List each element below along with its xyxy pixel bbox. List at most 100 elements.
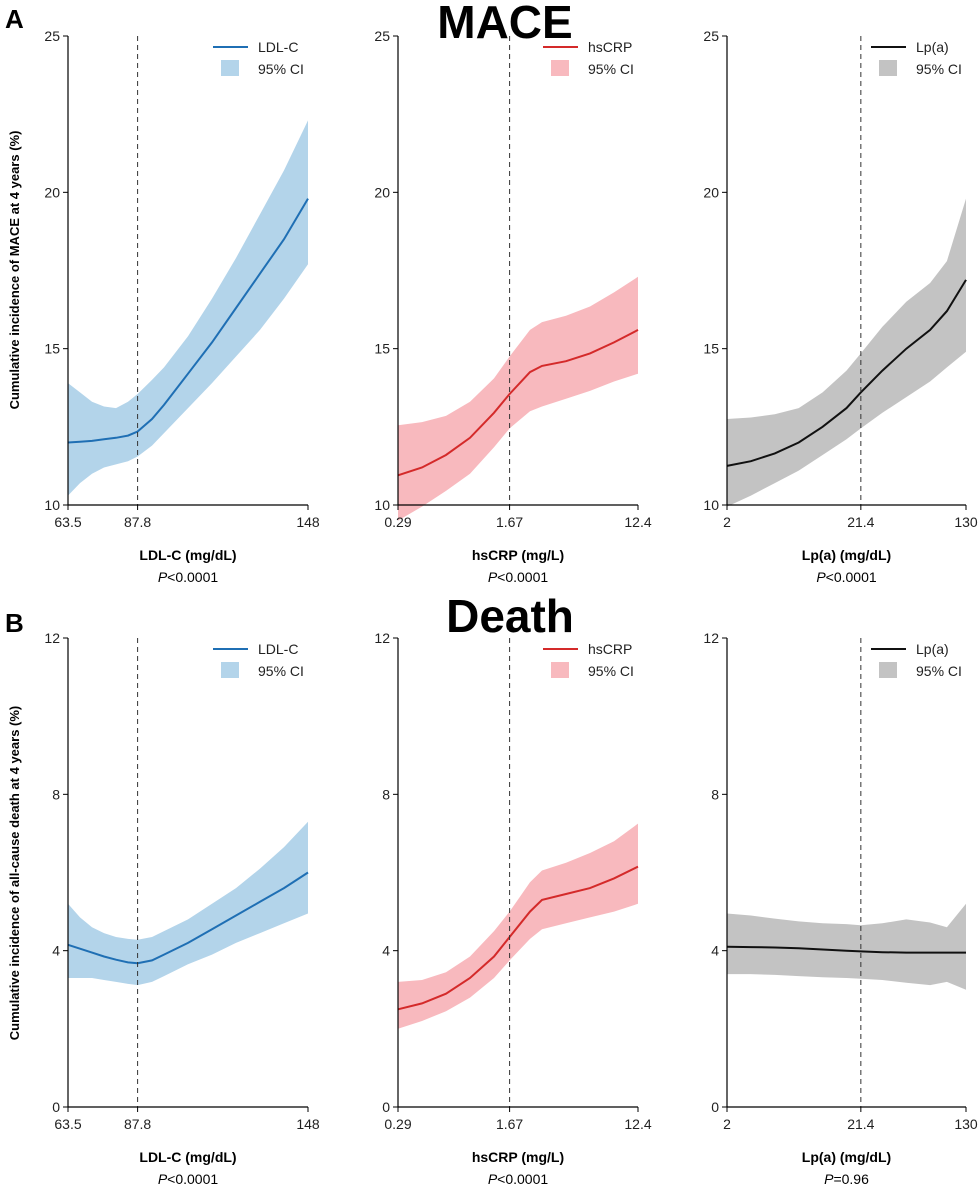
legend-ci-label-death-lpa: 95% CI: [916, 663, 962, 679]
y-tick-label: 25: [703, 28, 719, 44]
x-axis-label-death-lpa: Lp(a) (mg/dL): [802, 1149, 891, 1165]
y-tick-label: 15: [374, 341, 390, 357]
y-tick-label: 15: [44, 341, 60, 357]
x-axis-label-death-ldl: LDL-C (mg/dL): [139, 1149, 236, 1165]
p-value-prefix: P: [824, 1171, 834, 1187]
ci-band-mace-crp: [398, 276, 638, 521]
y-tick-label: 20: [374, 184, 390, 200]
x-tick-label: 63.5: [54, 514, 81, 530]
legend-label-mace-crp: hsCRP: [588, 39, 632, 55]
legend-band-swatch-mace-crp: [551, 60, 569, 76]
legend-band-swatch-mace-lpa: [879, 60, 897, 76]
legend-ci-label-death-ldl: 95% CI: [258, 663, 304, 679]
legend-ci-label-mace-ldl: 95% CI: [258, 61, 304, 77]
p-value-number: <0.0001: [167, 1171, 218, 1187]
y-tick-label: 8: [52, 786, 60, 802]
x-tick-label: 130: [954, 514, 978, 530]
y-tick-label: 4: [52, 943, 60, 959]
chart-mace-ldl: 10 15 20 25 63.5 87.8 148 LDL-C (mg/dL) P<0.0001…: [44, 28, 319, 585]
x-tick-label: 63.5: [54, 1116, 81, 1132]
legend-label-death-ldl: LDL-C: [258, 641, 298, 657]
y-tick-label: 8: [711, 786, 719, 802]
x-axis-label-mace-crp: hsCRP (mg/L): [472, 547, 564, 563]
panel-title-death: Death: [446, 590, 574, 642]
x-tick-label: 148: [296, 514, 320, 530]
chart-mace-lpa: 10 15 20 25 2 21.4 130 Lp(a) (mg/dL) P<0.0001 Lp(…: [703, 28, 977, 585]
x-tick-label: 87.8: [124, 1116, 151, 1132]
p-value-prefix: P: [488, 569, 498, 585]
x-tick-label: 2: [723, 1116, 731, 1132]
x-tick-label: 21.4: [847, 1116, 874, 1132]
y-tick-label: 20: [44, 184, 60, 200]
y-tick-label: 25: [44, 28, 60, 44]
x-tick-label: 0.29: [384, 514, 411, 530]
p-value-mace-lpa: P<0.0001: [816, 569, 877, 585]
panel-letter-a: A: [5, 4, 24, 34]
x-tick-label: 1.67: [496, 514, 523, 530]
p-value-prefix: P: [816, 569, 826, 585]
p-value-mace-crp: P<0.0001: [488, 569, 549, 585]
legend-band-swatch-death-lpa: [879, 662, 897, 678]
legend-ci-label-mace-lpa: 95% CI: [916, 61, 962, 77]
chart-death-crp: 0 4 8 12 0.29 1.67 12.4 hsCRP (mg/L) P<0.0001 hsC…: [374, 630, 651, 1187]
y-tick-label: 4: [382, 943, 390, 959]
y-tick-label: 4: [711, 943, 719, 959]
legend-ci-label-death-crp: 95% CI: [588, 663, 634, 679]
y-tick-label: 0: [52, 1099, 60, 1115]
p-value-prefix: P: [488, 1171, 498, 1187]
x-axis-label-mace-lpa: Lp(a) (mg/dL): [802, 547, 891, 563]
panel-title-mace: MACE: [437, 0, 572, 48]
x-tick-label: 12.4: [624, 514, 651, 530]
y-axis-label-mace: Cumulative incidence of MACE at 4 years …: [7, 131, 22, 410]
series-line-mace-ldl: [67, 198, 309, 444]
legend-label-mace-ldl: LDL-C: [258, 39, 298, 55]
series-line-mace-lpa: [726, 279, 967, 467]
x-axis-label-death-crp: hsCRP (mg/L): [472, 1149, 564, 1165]
y-tick-label: 0: [711, 1099, 719, 1115]
x-tick-label: 148: [296, 1116, 320, 1132]
p-value-death-ldl: P<0.0001: [158, 1171, 219, 1187]
series-line-death-crp: [397, 865, 639, 1011]
y-tick-label: 10: [44, 497, 60, 513]
panel-letter-b: B: [5, 608, 24, 638]
series-line-mace-crp: [397, 329, 639, 477]
y-tick-label: 8: [382, 786, 390, 802]
x-tick-label: 21.4: [847, 514, 874, 530]
y-tick-label: 20: [703, 184, 719, 200]
p-value-number: <0.0001: [497, 1171, 548, 1187]
x-tick-label: 12.4: [624, 1116, 651, 1132]
legend-label-death-crp: hsCRP: [588, 641, 632, 657]
series-line-death-lpa: [726, 945, 966, 954]
p-value-mace-ldl: P<0.0001: [158, 569, 219, 585]
y-tick-label: 12: [703, 630, 719, 646]
y-tick-label: 12: [374, 630, 390, 646]
p-value-prefix: P: [158, 1171, 168, 1187]
ci-band-mace-lpa: [727, 198, 966, 507]
p-value-death-lpa: P=0.96: [824, 1171, 869, 1187]
y-tick-label: 12: [44, 630, 60, 646]
ci-band-death-lpa: [727, 903, 966, 990]
x-tick-label: 2: [723, 514, 731, 530]
ci-band-mace-ldl: [68, 120, 308, 496]
p-value-prefix: P: [158, 569, 168, 585]
chart-mace-crp: 10 15 20 25 0.29 1.67 12.4 hsCRP (mg/L) P<0.0001…: [374, 28, 651, 585]
chart-death-lpa: 0 4 8 12 2 21.4 130 Lp(a) (mg/dL) P=0.96 Lp(a) 95%…: [703, 630, 977, 1187]
legend-band-swatch-mace-ldl: [221, 60, 239, 76]
y-tick-label: 10: [374, 497, 390, 513]
legend-label-death-lpa: Lp(a): [916, 641, 949, 657]
legend-label-mace-lpa: Lp(a): [916, 39, 949, 55]
ci-band-death-ldl: [68, 821, 308, 986]
p-value-number: <0.0001: [826, 569, 877, 585]
legend-band-swatch-death-crp: [551, 662, 569, 678]
p-value-number: <0.0001: [497, 569, 548, 585]
p-value-death-crp: P<0.0001: [488, 1171, 549, 1187]
chart-death-ldl: 0 4 8 12 63.5 87.8 148 LDL-C (mg/dL) P<0.0001 LDL…: [44, 630, 319, 1187]
y-tick-label: 10: [703, 497, 719, 513]
p-value-number: <0.0001: [167, 569, 218, 585]
legend-band-swatch-death-ldl: [221, 662, 239, 678]
x-axis-label-mace-ldl: LDL-C (mg/dL): [139, 547, 236, 563]
p-value-number: =0.96: [833, 1171, 869, 1187]
x-tick-label: 0.29: [384, 1116, 411, 1132]
legend-ci-label-mace-crp: 95% CI: [588, 61, 634, 77]
